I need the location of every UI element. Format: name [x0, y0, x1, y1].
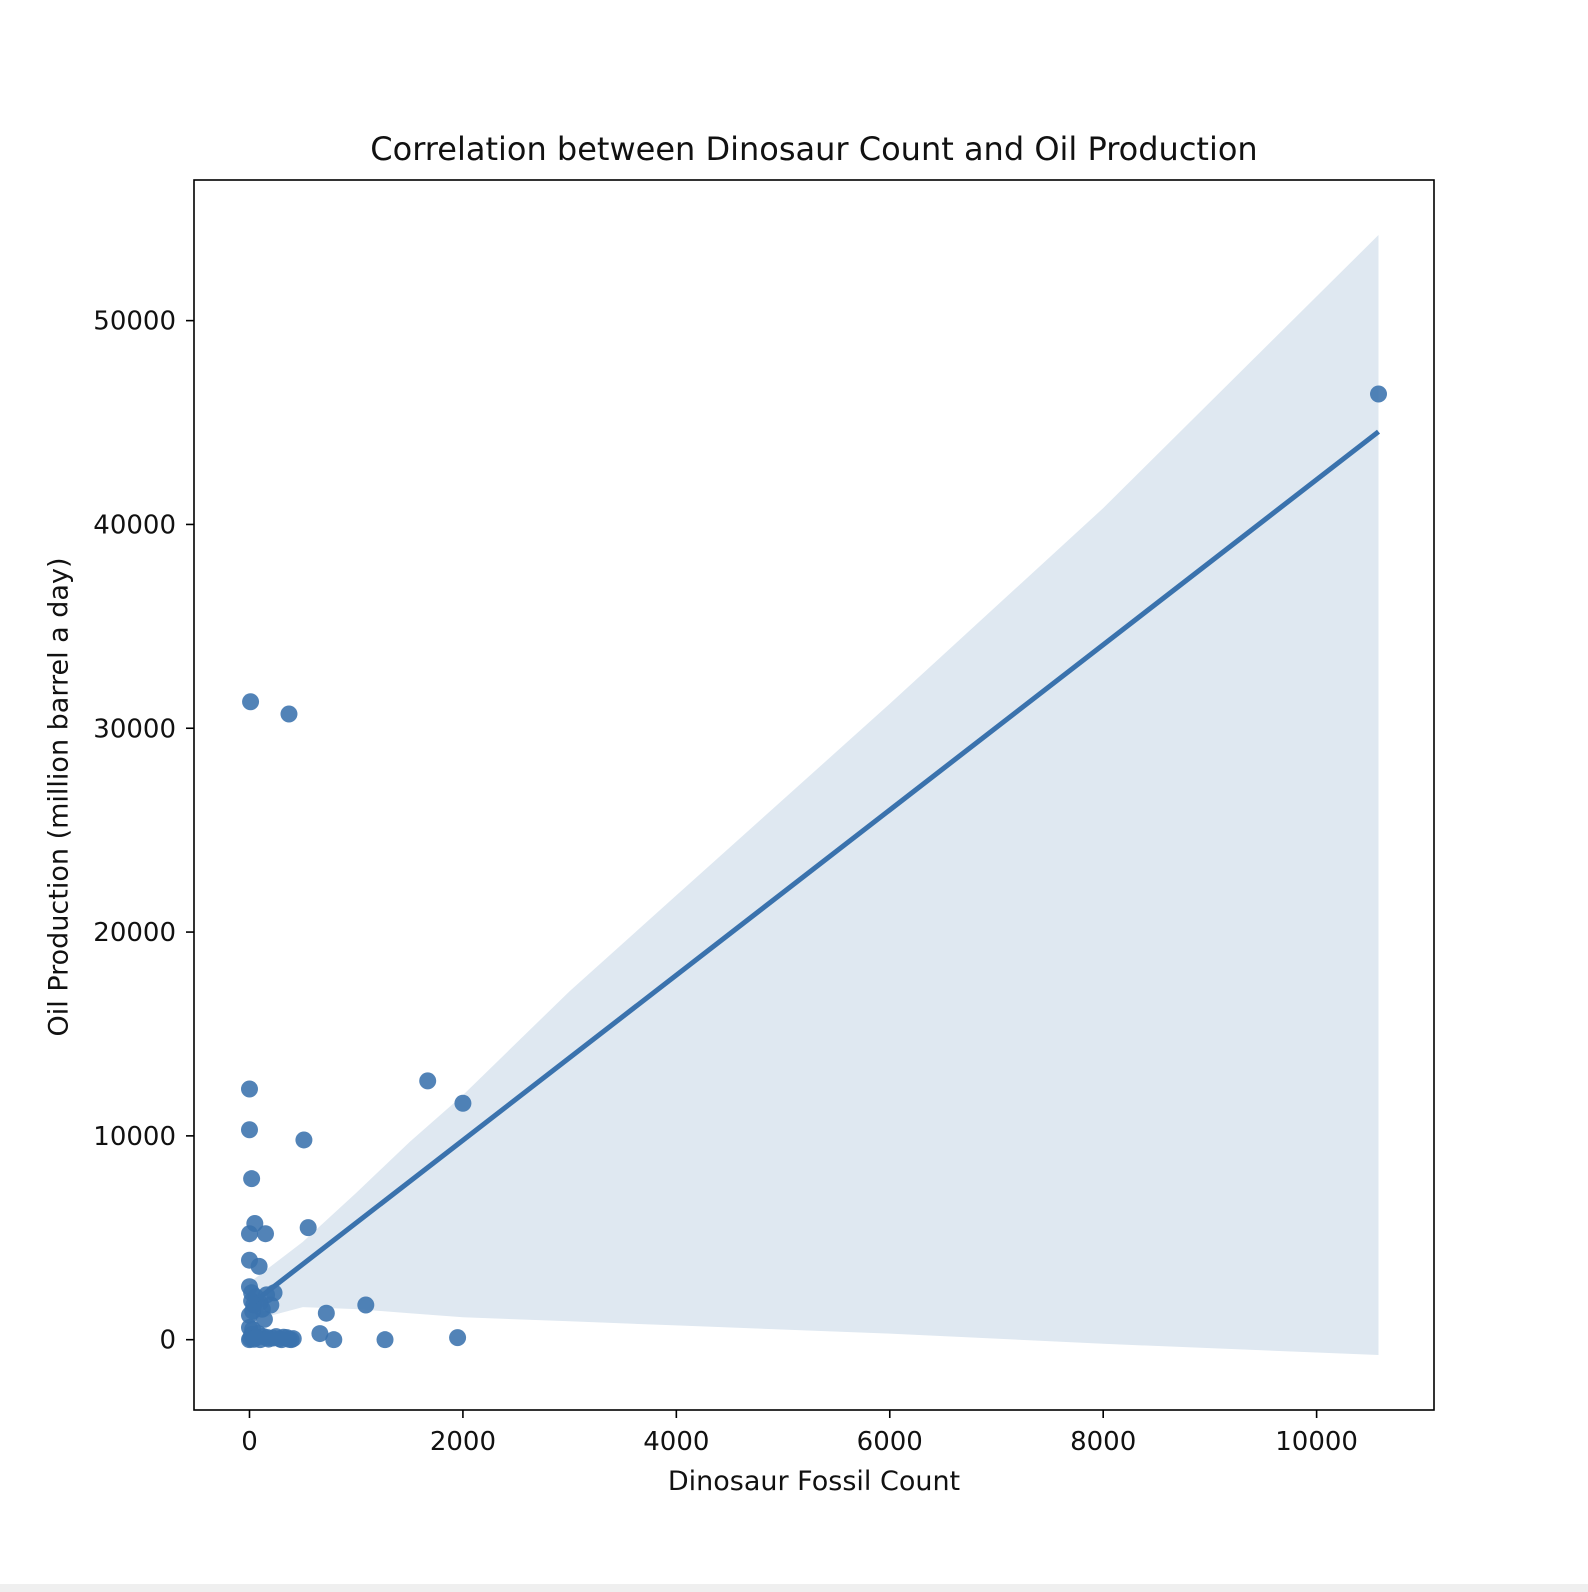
- x-tick-label: 10000: [1275, 1427, 1358, 1457]
- data-point: [243, 1170, 261, 1188]
- y-tick-label: 10000: [93, 1122, 176, 1152]
- x-tick-label: 6000: [857, 1427, 923, 1457]
- y-tick-label: 40000: [93, 510, 176, 540]
- data-point: [282, 1331, 300, 1349]
- data-point: [250, 1257, 268, 1275]
- data-point: [260, 1330, 278, 1348]
- x-tick-label: 8000: [1070, 1427, 1136, 1457]
- data-point: [295, 1131, 313, 1149]
- data-point: [240, 1306, 258, 1324]
- x-tick-label: 2000: [430, 1427, 496, 1457]
- data-point: [242, 693, 260, 711]
- data-point: [1370, 385, 1388, 403]
- data-point: [240, 1080, 258, 1098]
- axes-layer: 0 2000 4000 6000 8000 10000 0 10000 20000 30000 40…: [93, 179, 1435, 1457]
- confidence-band-layer: [249, 235, 1379, 1355]
- window-bottom-bar: [0, 1584, 1588, 1592]
- y-tick-label: 20000: [93, 918, 176, 948]
- data-point: [240, 1225, 258, 1243]
- data-point: [247, 1329, 265, 1347]
- data-point: [325, 1331, 343, 1349]
- y-tick-label: 0: [159, 1326, 176, 1356]
- confidence-band: [249, 235, 1379, 1355]
- data-point: [317, 1304, 335, 1322]
- data-point: [357, 1296, 375, 1314]
- regression-line: [247, 429, 1381, 1308]
- data-point: [280, 705, 298, 723]
- data-point: [299, 1219, 317, 1237]
- data-point: [376, 1331, 394, 1349]
- regression-line-layer: [247, 429, 1381, 1308]
- data-point: [419, 1072, 437, 1090]
- data-point: [454, 1094, 472, 1112]
- data-point: [311, 1325, 329, 1343]
- data-point: [256, 1225, 274, 1243]
- y-tick-label: 50000: [93, 307, 176, 337]
- x-tick-label: 4000: [643, 1427, 709, 1457]
- x-tick-label: 0: [241, 1427, 258, 1457]
- x-axis-title: Dinosaur Fossil Count: [667, 1466, 961, 1497]
- chart-title: Correlation between Dinosaur Count and O…: [370, 130, 1258, 168]
- data-point: [255, 1310, 273, 1328]
- data-point: [449, 1329, 467, 1347]
- data-point: [240, 1121, 258, 1139]
- plot-frame: [193, 179, 1435, 1411]
- y-tick-label: 30000: [93, 714, 176, 744]
- data-points-layer: [240, 385, 1388, 1349]
